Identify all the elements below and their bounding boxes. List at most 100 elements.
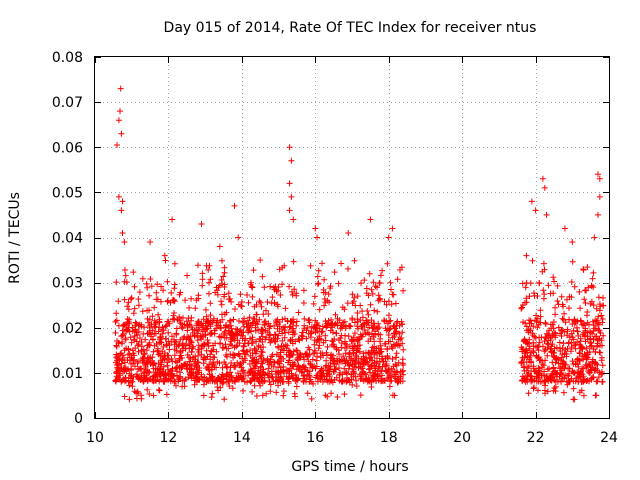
data-point xyxy=(121,354,127,361)
data-point xyxy=(540,260,547,267)
data-point xyxy=(351,294,358,301)
data-point xyxy=(322,289,329,296)
data-point xyxy=(264,299,271,305)
data-point xyxy=(377,272,384,279)
data-point xyxy=(252,363,259,370)
data-point xyxy=(205,366,212,373)
data-point xyxy=(518,305,525,312)
data-point xyxy=(252,370,258,377)
data-point xyxy=(163,391,170,398)
data-point xyxy=(341,318,348,325)
data-point xyxy=(228,336,235,343)
data-point xyxy=(195,352,202,359)
x-axis-title: GPS time / hours xyxy=(291,459,408,475)
data-point xyxy=(300,354,307,360)
data-point xyxy=(558,326,565,333)
data-point xyxy=(329,324,335,331)
data-point xyxy=(289,359,296,366)
data-point xyxy=(195,262,201,269)
data-point xyxy=(164,278,171,285)
data-point xyxy=(387,279,394,286)
data-point xyxy=(198,336,205,343)
data-point xyxy=(166,320,173,327)
data-point xyxy=(586,321,592,328)
data-point xyxy=(274,377,281,384)
data-point xyxy=(239,318,246,325)
data-point xyxy=(188,295,195,302)
data-point xyxy=(194,358,201,365)
data-point xyxy=(249,293,256,300)
data-point xyxy=(209,390,216,397)
data-point xyxy=(541,348,548,355)
data-point xyxy=(164,297,171,304)
data-point xyxy=(303,375,310,382)
data-point xyxy=(554,298,561,304)
data-point xyxy=(144,367,151,374)
data-point xyxy=(335,280,342,287)
data-point xyxy=(580,392,587,399)
data-point xyxy=(249,284,256,291)
data-point xyxy=(346,353,353,360)
data-point xyxy=(345,265,351,272)
data-point xyxy=(337,325,344,332)
data-point xyxy=(389,225,396,232)
data-point xyxy=(308,328,315,335)
data-point xyxy=(350,368,357,375)
data-point xyxy=(219,371,226,378)
x-tick-label: 10 xyxy=(86,430,104,446)
plot-frame xyxy=(94,56,610,419)
data-point xyxy=(300,287,307,294)
data-point xyxy=(165,371,172,378)
data-point xyxy=(149,327,156,334)
data-point xyxy=(371,351,378,358)
data-point xyxy=(385,355,391,362)
data-point xyxy=(394,369,401,376)
data-point xyxy=(295,309,302,316)
data-point xyxy=(121,296,128,303)
data-point xyxy=(221,330,228,337)
data-point xyxy=(372,367,379,374)
data-point xyxy=(122,374,129,381)
data-point xyxy=(186,342,193,348)
data-point xyxy=(253,301,260,308)
data-point xyxy=(195,322,202,329)
data-point xyxy=(151,317,158,324)
data-point xyxy=(526,345,533,352)
data-point xyxy=(385,234,392,241)
data-point xyxy=(529,377,536,384)
data-point xyxy=(223,373,230,380)
data-point xyxy=(392,375,399,382)
data-point xyxy=(535,347,542,354)
data-point xyxy=(199,328,206,335)
data-point xyxy=(574,328,581,335)
data-point xyxy=(288,318,295,325)
data-point xyxy=(208,394,215,401)
data-point xyxy=(263,307,269,314)
data-point xyxy=(388,286,394,293)
data-point xyxy=(158,283,165,290)
data-point xyxy=(379,372,385,379)
data-point xyxy=(587,367,594,374)
data-point xyxy=(128,296,134,302)
data-point xyxy=(543,211,550,218)
data-point xyxy=(372,377,379,384)
data-point xyxy=(550,319,557,325)
data-point xyxy=(591,234,598,241)
data-point xyxy=(286,180,293,187)
data-point xyxy=(126,316,133,323)
data-point xyxy=(367,301,374,308)
data-point xyxy=(361,327,368,333)
data-point xyxy=(137,365,144,372)
data-point xyxy=(365,311,372,318)
data-point xyxy=(294,356,301,363)
data-point xyxy=(562,372,569,379)
data-point xyxy=(385,298,392,305)
data-point xyxy=(390,322,397,329)
y-tick-label: 0.07 xyxy=(52,95,83,111)
data-point xyxy=(155,311,162,318)
data-point xyxy=(139,357,146,364)
data-point xyxy=(135,302,142,309)
data-point xyxy=(173,325,180,332)
data-point xyxy=(156,378,163,385)
data-point xyxy=(301,322,308,329)
